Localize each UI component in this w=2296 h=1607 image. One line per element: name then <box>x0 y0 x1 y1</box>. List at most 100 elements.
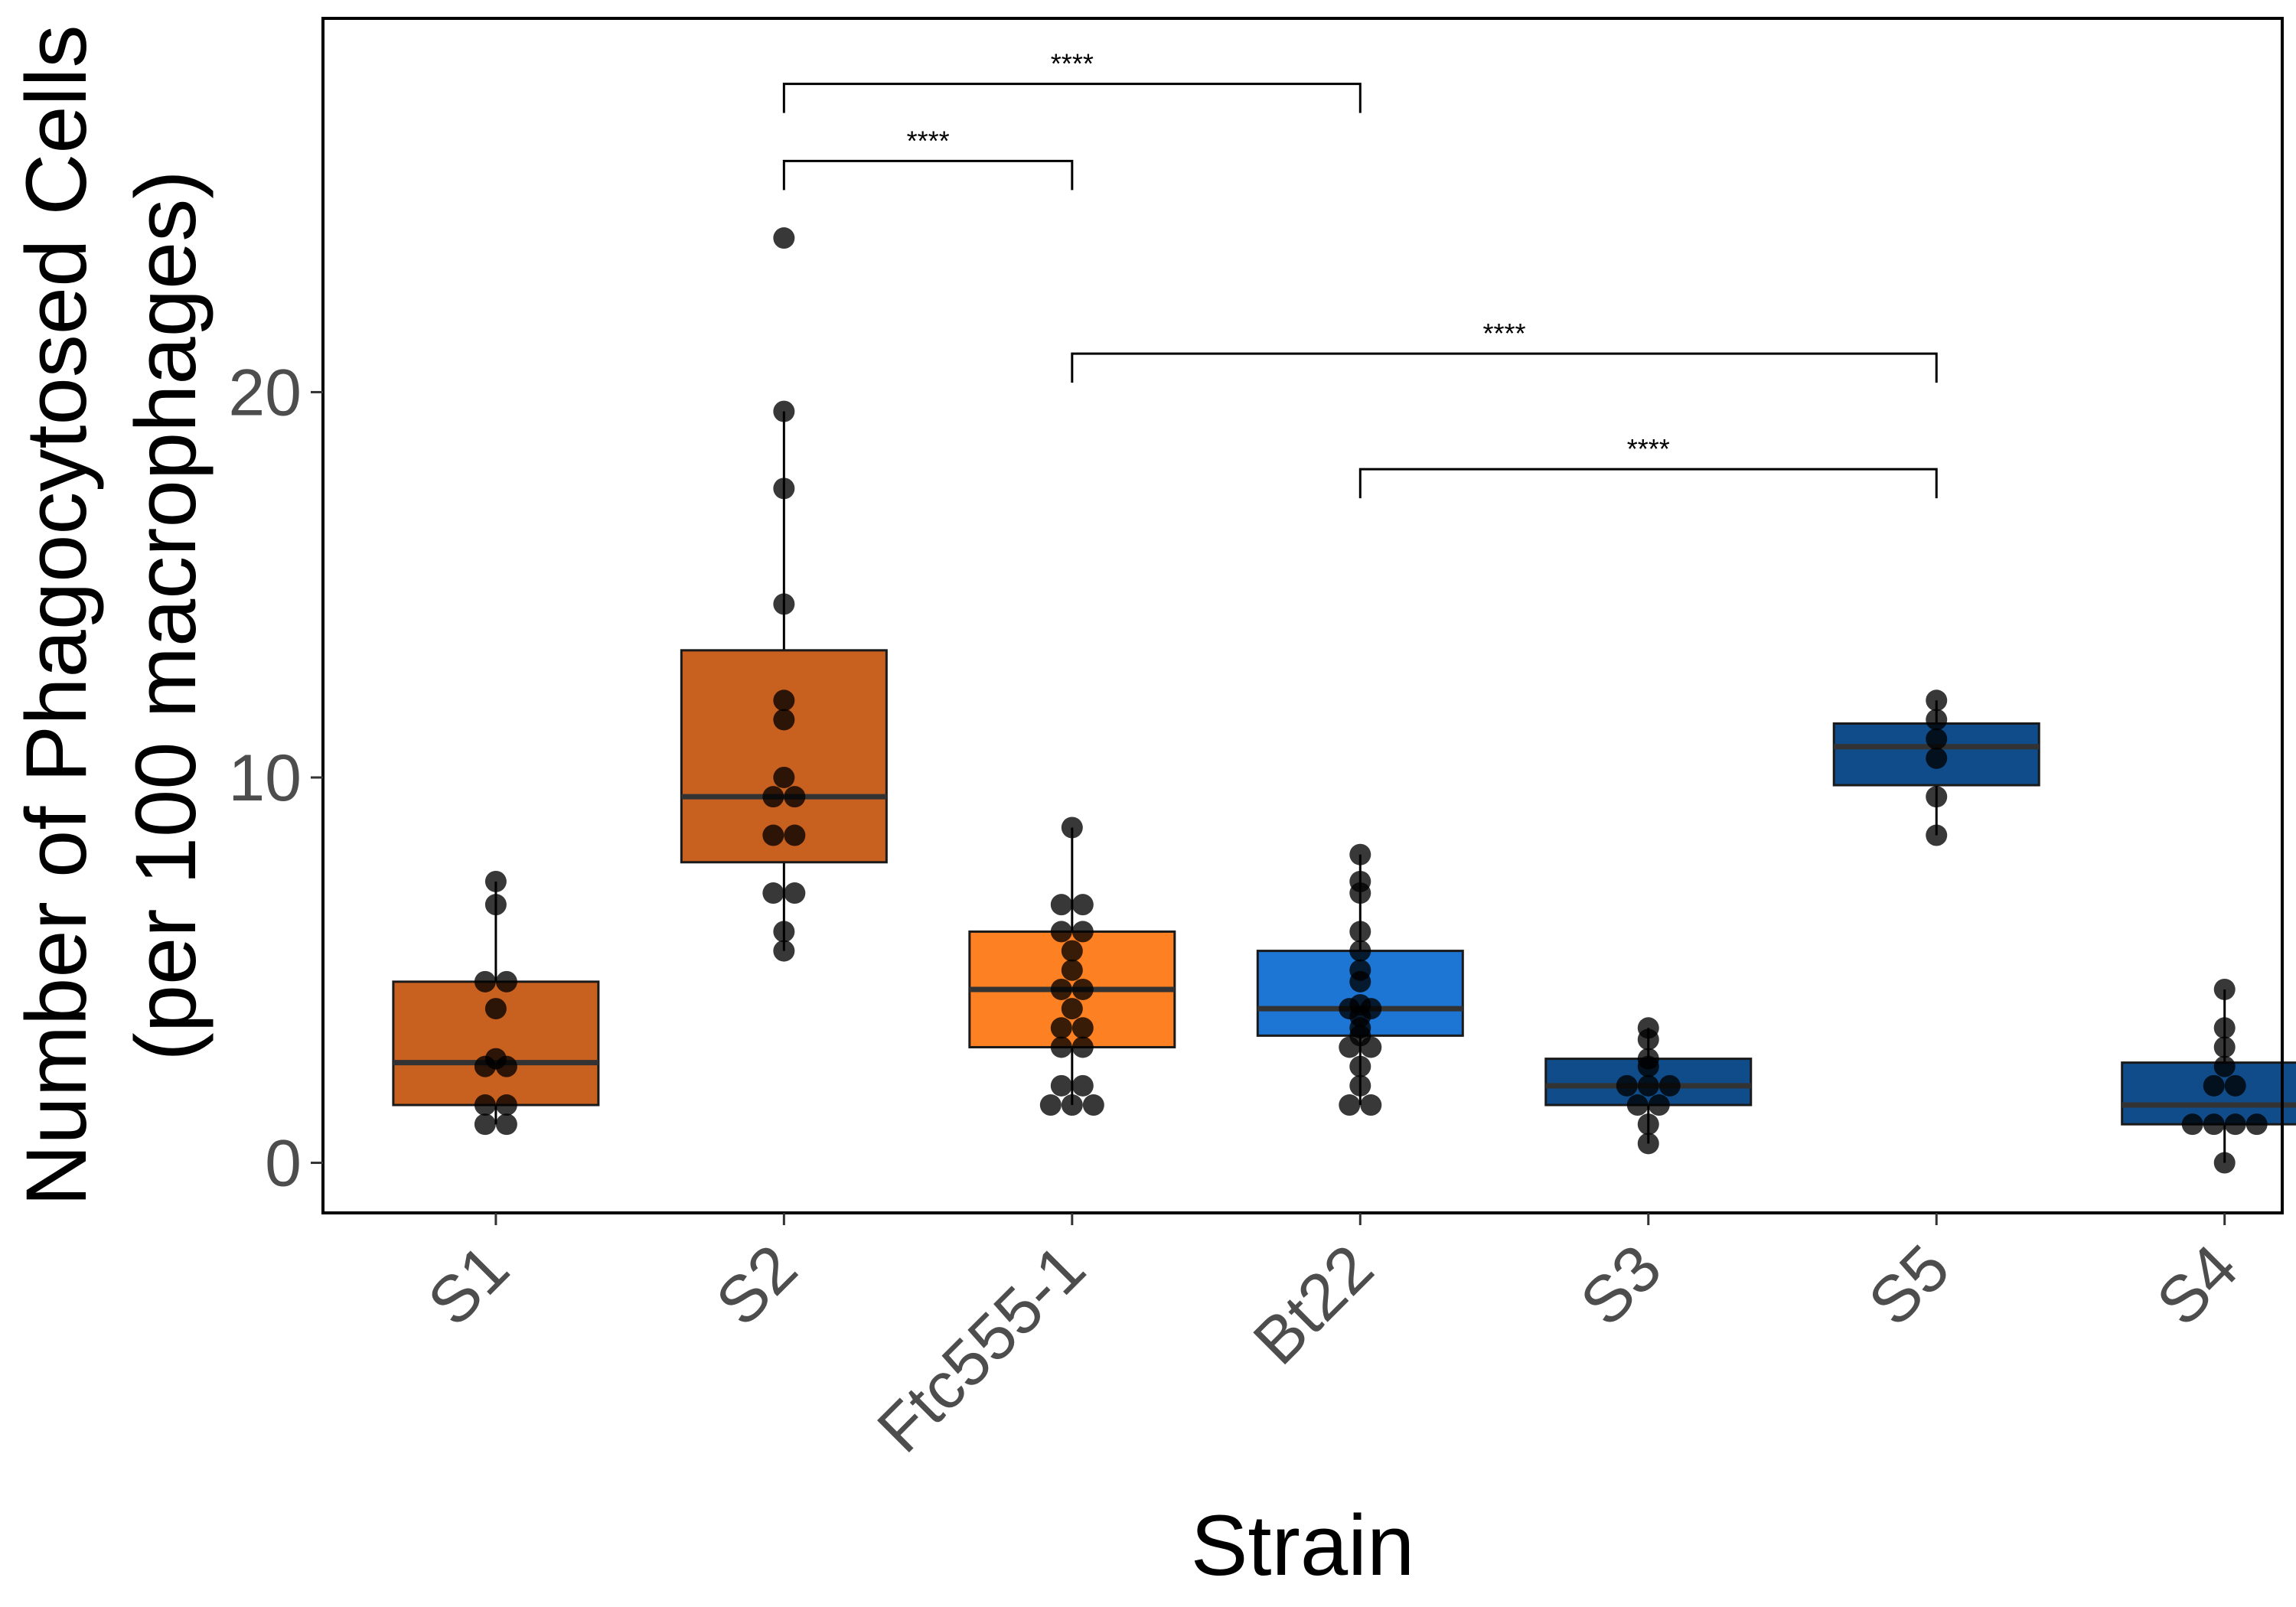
data-point <box>484 998 507 1020</box>
data-point <box>474 1055 496 1077</box>
data-point <box>2203 1074 2225 1097</box>
data-point <box>1360 1036 1382 1058</box>
data-point <box>2213 978 2236 1000</box>
significance-bracket-2: **** <box>782 125 1074 191</box>
box-group-s1 <box>392 870 600 1136</box>
x-tick-label-s4: S4 <box>2143 1231 2252 1340</box>
bracket-line <box>782 159 1074 191</box>
data-point <box>2213 1036 2236 1058</box>
box-group-s5 <box>1832 689 2040 846</box>
data-point <box>1926 786 1948 808</box>
data-point <box>1071 1074 1094 1097</box>
data-point <box>773 940 795 962</box>
data-point <box>1349 882 1371 905</box>
data-point <box>1658 1074 1681 1097</box>
y-tick-label: 10 <box>228 742 302 815</box>
data-point <box>474 1113 496 1136</box>
box-group-bt22 <box>1256 843 1464 1116</box>
data-point <box>1082 1094 1104 1116</box>
data-point <box>762 824 784 846</box>
data-point <box>773 709 795 731</box>
y-axis-title-line-2: (per 100 macrophages) <box>118 170 214 1061</box>
data-point <box>2213 1152 2236 1174</box>
data-point <box>773 921 795 943</box>
data-point <box>2245 1113 2268 1136</box>
significance-label: **** <box>1627 433 1670 464</box>
data-point <box>484 894 507 916</box>
data-point <box>1061 998 1083 1020</box>
data-point <box>1050 894 1072 916</box>
data-point <box>1061 1094 1083 1116</box>
data-point <box>1926 689 1948 712</box>
data-point <box>1626 1094 1649 1116</box>
data-point <box>1926 728 1948 750</box>
data-point <box>1360 1094 1382 1116</box>
data-point <box>773 766 795 788</box>
data-point <box>1339 1036 1361 1058</box>
data-point <box>495 1055 517 1077</box>
plot-panel-border <box>321 17 2284 1214</box>
data-point <box>1050 1017 1072 1039</box>
data-point <box>784 786 806 808</box>
data-point <box>1071 1036 1094 1058</box>
data-point <box>474 970 496 993</box>
data-point <box>1071 978 1094 1000</box>
data-point <box>1349 940 1371 962</box>
data-point <box>1648 1094 1670 1116</box>
data-point <box>1349 1055 1371 1077</box>
bracket-line <box>1071 352 1938 383</box>
data-point <box>474 1094 496 1116</box>
box-group-s3 <box>1544 1017 1753 1155</box>
box-group-ftc555-1 <box>968 817 1176 1116</box>
data-point <box>1050 921 1072 943</box>
bracket-line <box>782 83 1362 113</box>
data-point <box>1349 921 1371 943</box>
box-group-s2 <box>680 227 888 962</box>
box <box>680 649 888 864</box>
data-point <box>1637 1074 1659 1097</box>
data-point <box>762 786 784 808</box>
data-point <box>1616 1074 1638 1097</box>
data-point <box>762 882 784 905</box>
data-point <box>1061 940 1083 962</box>
x-tick-label-bt22: Bt22 <box>1240 1231 1388 1379</box>
x-tick-label-s3: S3 <box>1567 1231 1675 1340</box>
data-point <box>1637 1113 1659 1136</box>
data-point <box>495 1113 517 1136</box>
data-point <box>1926 747 1948 769</box>
data-point <box>784 882 806 905</box>
data-point <box>1926 824 1948 846</box>
significance-label: **** <box>1051 48 1094 80</box>
data-point <box>2224 1074 2246 1097</box>
y-axis-title-line-1: Number of Phagocytosed Cells <box>8 25 104 1207</box>
data-point <box>773 593 795 615</box>
plot-marks: **** **** **** **** <box>392 48 2296 1174</box>
data-point <box>773 689 795 712</box>
bracket-line <box>1358 468 1938 499</box>
data-point <box>1637 1028 1659 1051</box>
y-tick-label: 20 <box>228 356 302 429</box>
data-point <box>1071 921 1094 943</box>
data-point <box>1050 978 1072 1000</box>
x-axis-title: Strain <box>1191 1498 1415 1593</box>
data-point <box>784 824 806 846</box>
data-point <box>2203 1113 2225 1136</box>
data-point <box>1061 817 1083 839</box>
y-tick-label: 0 <box>265 1127 302 1201</box>
x-tick-label-s2: S2 <box>703 1231 811 1340</box>
data-point <box>773 478 795 500</box>
significance-label: **** <box>1483 318 1526 349</box>
box-group-s4 <box>2121 978 2296 1174</box>
significance-label: **** <box>907 125 950 156</box>
significance-bracket-1: **** <box>782 48 1362 113</box>
x-tick-label-ftc555-1: Ftc555-1 <box>863 1231 1099 1467</box>
data-point <box>2213 1017 2236 1039</box>
data-point <box>495 970 517 993</box>
significance-bracket-3: **** <box>1071 318 1938 383</box>
data-point <box>773 400 795 422</box>
data-point <box>2224 1113 2246 1136</box>
data-point <box>1349 970 1371 993</box>
x-tick-label-s5: S5 <box>1854 1231 1963 1340</box>
data-point <box>2181 1113 2203 1136</box>
